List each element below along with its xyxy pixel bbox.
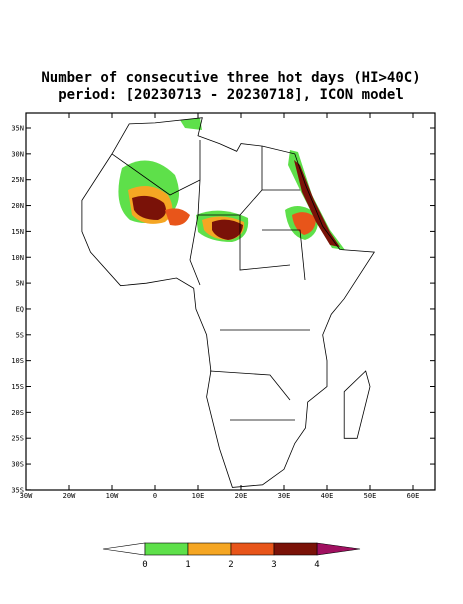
title-line: Number of consecutive three hot days (HI…: [41, 70, 420, 86]
lon-tick-label: 10E: [192, 492, 205, 500]
shape: [292, 212, 316, 235]
lat-tick-label: 15N: [11, 228, 24, 236]
hot-day-areas: [118, 118, 345, 250]
colorbar-label: 2: [228, 560, 233, 570]
lon-tick-label: 0: [153, 492, 157, 500]
lat-tick-label: 30S: [11, 461, 24, 469]
colorbar-over: [316, 542, 361, 556]
lat-tick-label: 10S: [11, 357, 24, 365]
lat-tick-label: 10N: [11, 254, 24, 262]
lon-tick-label: 50E: [364, 492, 377, 500]
shape: [111, 140, 310, 421]
shape: [343, 370, 371, 439]
shape: [165, 208, 190, 226]
title-line: period: [20230713 - 20230718], ICON mode…: [58, 87, 404, 103]
lon-tick-label: 60E: [407, 492, 420, 500]
colorbar-label: 4: [314, 560, 319, 570]
lon-tick-label: 20W: [63, 492, 76, 500]
lat-tick-label: 30N: [11, 150, 24, 158]
colorbar-box: [144, 542, 189, 556]
map-frame: [25, 112, 436, 491]
colorbar-label: 0: [142, 560, 147, 570]
colorbar-under: [102, 542, 146, 556]
lat-tick-label: 25S: [11, 435, 24, 443]
lat-tick-label: 5N: [16, 280, 24, 288]
colorbar-box: [273, 542, 318, 556]
colorbar-label: 3: [271, 560, 276, 570]
colorbar-label: 1: [185, 560, 190, 570]
lon-tick-label: 40E: [321, 492, 334, 500]
lon-tick-label: 30W: [20, 492, 33, 500]
colorbar-box: [187, 542, 232, 556]
lat-tick-label: 15S: [11, 383, 24, 391]
lat-tick-label: 20N: [11, 202, 24, 210]
lat-tick-label: EQ: [16, 305, 24, 313]
lat-tick-label: 35S: [11, 486, 24, 494]
colorbar-box: [230, 542, 275, 556]
coastlines: [81, 117, 376, 488]
shape: [81, 117, 376, 488]
lat-tick-label: 5S: [16, 331, 24, 339]
lon-tick-label: 10W: [106, 492, 119, 500]
shape: [212, 219, 243, 240]
shape: [180, 118, 202, 130]
shape: [294, 160, 340, 247]
lat-tick-label: 20S: [11, 409, 24, 417]
lat-tick-label: 25N: [11, 176, 24, 184]
lon-tick-label: 20E: [235, 492, 248, 500]
lat-tick-label: 35N: [11, 125, 24, 133]
shape: [132, 195, 166, 220]
lon-tick-label: 30E: [278, 492, 291, 500]
